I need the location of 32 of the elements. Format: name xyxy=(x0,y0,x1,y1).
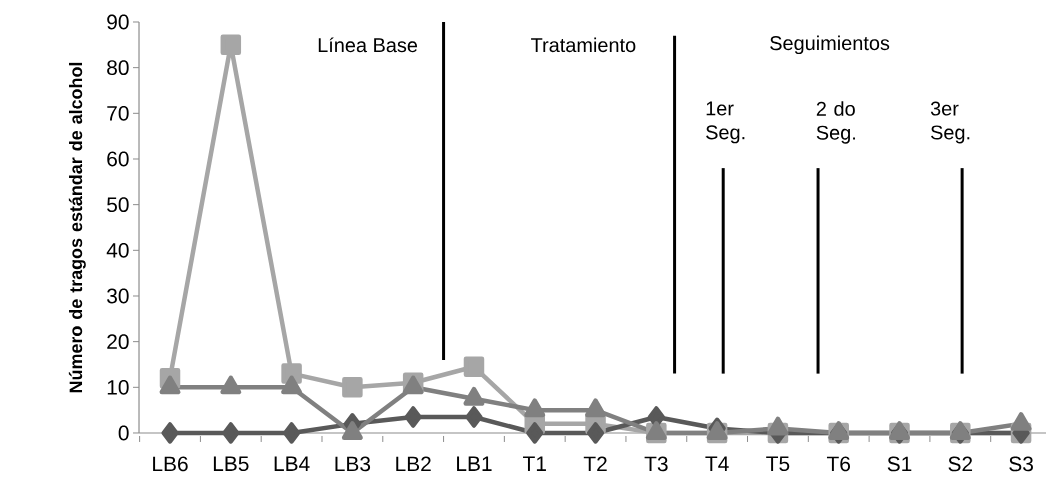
x-tick-label: T4 xyxy=(705,456,729,471)
y-tick-label: 80 xyxy=(107,60,129,76)
annotation: Tratamiento xyxy=(531,37,636,53)
x-tick-label: LB2 xyxy=(396,456,431,472)
y-tick-label: 50 xyxy=(107,197,129,213)
y-tick-label: 0 xyxy=(118,425,129,441)
x-tick-label: T3 xyxy=(644,456,668,472)
x-tick-label: LB1 xyxy=(457,456,492,471)
x-tick-label: T1 xyxy=(523,456,546,471)
x-tick-label: T5 xyxy=(766,456,790,472)
x-tick-label: LB5 xyxy=(213,456,249,472)
x-tick-label: T2 xyxy=(583,456,607,472)
x-tick-label: LB6 xyxy=(153,456,188,472)
y-tick-label: 30 xyxy=(107,288,129,304)
annotation: 1er Seg. xyxy=(706,101,745,144)
y-tick-label: 20 xyxy=(107,334,129,350)
annotation: Línea Base xyxy=(318,37,418,53)
annotation: 3er Seg. xyxy=(930,101,970,144)
x-tick-label: T6 xyxy=(826,456,851,472)
x-tick-label: LB3 xyxy=(335,456,371,472)
x-tick-label: S2 xyxy=(948,456,973,472)
x-tick-label: S1 xyxy=(887,456,912,472)
y-axis-title: Número de tragos estándar de alcohol xyxy=(68,62,86,393)
x-tick-label: S3 xyxy=(1009,456,1033,472)
annotation: 2 do Seg. xyxy=(816,101,855,144)
y-tick-label: 60 xyxy=(107,151,129,167)
y-tick-label: 90 xyxy=(107,14,129,30)
y-tick-label: 10 xyxy=(107,379,129,395)
annotation: Seguimientos xyxy=(770,35,890,55)
x-tick-label: LB4 xyxy=(274,456,310,471)
y-tick-label: 70 xyxy=(107,105,129,121)
y-tick-label: 40 xyxy=(106,242,129,258)
